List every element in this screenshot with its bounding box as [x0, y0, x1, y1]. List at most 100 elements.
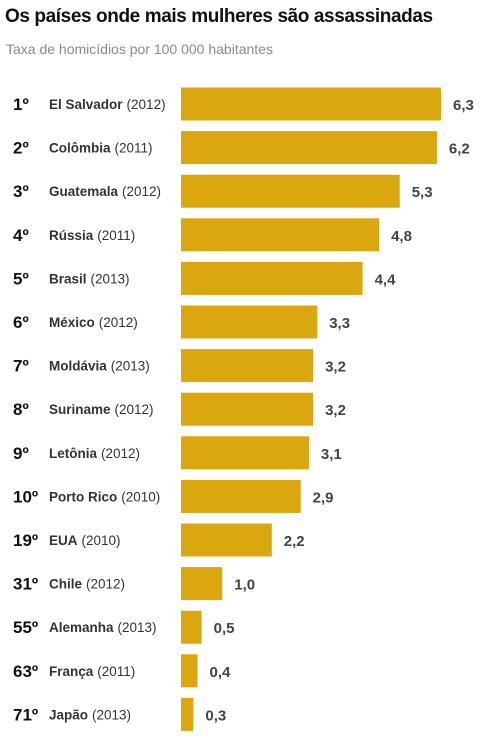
country-name: Letônia	[49, 446, 97, 461]
country-name: EUA	[49, 533, 78, 548]
country-name: Guatemala	[49, 184, 119, 199]
category-label: México (2012)	[49, 315, 138, 330]
bar-row: 3º Guatemala (2012) 5,3	[13, 174, 433, 208]
category-label: Guatemala (2012)	[49, 184, 161, 199]
category-label: Letônia (2012)	[49, 446, 140, 461]
year-label: (2013)	[118, 620, 157, 635]
bar-row: 10º Porto Rico (2010) 2,9	[13, 479, 334, 513]
rank-label: 19º	[13, 531, 38, 550]
rank-label: 55º	[13, 618, 38, 637]
year-label: (2012)	[101, 446, 140, 461]
category-label: Porto Rico (2010)	[49, 489, 160, 504]
rank-label: 31º	[13, 575, 38, 594]
rank-label: 71º	[13, 705, 38, 724]
year-label: (2013)	[92, 707, 131, 722]
value-label: 2,2	[284, 533, 305, 550]
bar	[181, 87, 442, 121]
country-name: Chile	[49, 577, 82, 592]
category-label: Moldávia (2013)	[49, 359, 150, 374]
bar	[181, 392, 314, 426]
category-label: Japão (2013)	[49, 707, 131, 722]
bar-row: 71º Japão (2013) 0,3	[13, 697, 226, 731]
rank-label: 6º	[13, 313, 29, 332]
country-name: Alemanha	[49, 620, 114, 635]
bar	[181, 523, 272, 557]
country-name: Brasil	[49, 271, 87, 286]
bar	[181, 610, 202, 644]
value-label: 4,4	[375, 271, 397, 288]
year-label: (2010)	[121, 489, 160, 504]
chart-subtitle: Taxa de homicídios por 100 000 habitante…	[6, 41, 273, 57]
year-label: (2012)	[127, 97, 166, 112]
year-label: (2013)	[111, 359, 150, 374]
bar-row: 31º Chile (2012) 1,0	[13, 567, 255, 601]
category-label: Alemanha (2013)	[49, 620, 157, 635]
value-label: 3,3	[329, 315, 350, 332]
value-label: 3,2	[325, 359, 346, 376]
bar-row: 8º Suriname (2012) 3,2	[13, 392, 346, 426]
value-label: 2,9	[313, 489, 334, 506]
chart-title: Os países onde mais mulheres são assassi…	[5, 6, 433, 27]
rank-label: 7º	[13, 357, 29, 376]
category-label: Rússia (2011)	[49, 228, 135, 243]
category-label: Colômbia (2011)	[49, 141, 153, 156]
bar-row: 63º França (2011) 0,4	[13, 654, 232, 688]
category-label: França (2011)	[49, 664, 135, 679]
category-label: Chile (2012)	[49, 577, 125, 592]
bar	[181, 654, 198, 688]
category-label: Brasil (2013)	[49, 271, 130, 286]
rank-label: 2º	[13, 139, 29, 158]
value-label: 0,4	[210, 664, 232, 681]
year-label: (2011)	[97, 228, 135, 243]
bar-row: 5º Brasil (2013) 4,4	[13, 261, 397, 295]
country-name: Moldávia	[49, 359, 107, 374]
bar	[181, 349, 314, 383]
country-name: Suriname	[49, 402, 111, 417]
bar-row: 2º Colômbia (2011) 6,2	[13, 131, 470, 165]
rank-label: 3º	[13, 182, 29, 201]
value-label: 5,3	[412, 184, 433, 201]
country-name: Japão	[49, 707, 88, 722]
value-label: 3,2	[325, 402, 346, 419]
year-label: (2013)	[91, 271, 130, 286]
country-name: França	[49, 664, 94, 679]
rank-label: 10º	[13, 487, 38, 506]
country-name: Porto Rico	[49, 489, 117, 504]
rank-label: 9º	[13, 444, 29, 463]
bar-row: 6º México (2012) 3,3	[13, 305, 350, 339]
bar-row: 55º Alemanha (2013) 0,5	[13, 610, 235, 644]
category-label: Suriname (2012)	[49, 402, 154, 417]
bar-row: 19º EUA (2010) 2,2	[13, 523, 305, 557]
bar	[181, 131, 437, 165]
rank-label: 63º	[13, 662, 38, 681]
year-label: (2012)	[99, 315, 138, 330]
value-label: 6,3	[453, 97, 474, 114]
value-label: 0,5	[214, 620, 235, 637]
bar	[181, 479, 301, 513]
year-label: (2010)	[82, 533, 121, 548]
country-name: El Salvador	[49, 97, 123, 112]
category-label: EUA (2010)	[49, 533, 121, 548]
year-label: (2011)	[115, 141, 153, 156]
value-label: 0,3	[205, 707, 226, 724]
country-name: México	[49, 315, 95, 330]
category-label: El Salvador (2012)	[49, 97, 166, 112]
value-label: 1,0	[234, 577, 255, 594]
bar-row: 7º Moldávia (2013) 3,2	[13, 349, 346, 383]
bar	[181, 436, 309, 470]
country-name: Rússia	[49, 228, 94, 243]
rank-label: 8º	[13, 400, 29, 419]
value-label: 3,1	[321, 446, 342, 463]
country-name: Colômbia	[49, 141, 111, 156]
value-label: 4,8	[391, 228, 412, 245]
year-label: (2012)	[115, 402, 154, 417]
value-label: 6,2	[449, 141, 470, 158]
bar	[181, 218, 380, 252]
year-label: (2012)	[122, 184, 161, 199]
bar	[181, 567, 223, 601]
year-label: (2012)	[86, 577, 125, 592]
bar-row: 1º El Salvador (2012) 6,3	[13, 87, 474, 121]
bar	[181, 261, 363, 295]
bar	[181, 305, 318, 339]
rank-label: 4º	[13, 226, 29, 245]
